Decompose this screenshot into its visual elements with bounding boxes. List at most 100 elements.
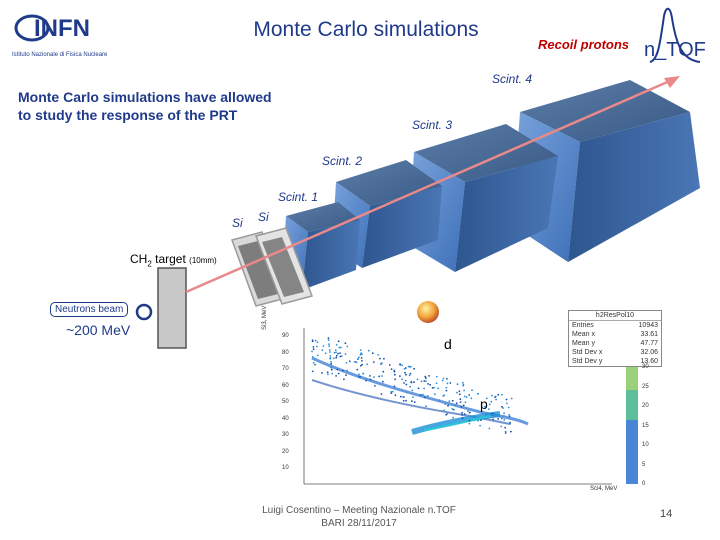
scatter-point [508, 414, 510, 416]
scatter-point [468, 419, 471, 422]
scatter-point [361, 360, 363, 362]
deuteron-band-label: d [444, 336, 452, 352]
scatter-point [401, 378, 403, 381]
scatter-point [327, 373, 329, 376]
scatter-point [408, 374, 411, 377]
scatter-point [328, 349, 331, 351]
scatter-point [390, 390, 393, 393]
scatter-point [359, 364, 362, 367]
scatter-point [443, 409, 445, 412]
ch2-target-label-sub: 2 [147, 259, 152, 269]
scatter-point [399, 363, 401, 365]
stats-row: Mean y 47.77 [569, 339, 661, 348]
scatter-point [488, 403, 491, 406]
proton-trajectory [185, 78, 673, 294]
scatter-point [431, 387, 434, 389]
scatter-point [330, 368, 333, 371]
ch2-target-size: (10mm) [189, 256, 217, 265]
scatter-point [335, 354, 338, 357]
scatter-point [445, 386, 448, 389]
colorbar-tick-label: 15 [642, 422, 649, 429]
scatter-point [459, 401, 462, 403]
scatter-ytick-label: 50 [282, 399, 289, 405]
scatter-point [483, 405, 486, 408]
stats-value: 32.06 [640, 349, 658, 356]
colorbar-tick-label: 20 [642, 403, 649, 409]
colorbar-tick-label: 0 [642, 481, 646, 487]
scatter-point [492, 415, 495, 417]
scatter-point [356, 358, 359, 361]
scatter-point [324, 352, 327, 355]
scatter-point [502, 407, 504, 409]
scatter-point [437, 387, 439, 390]
footer-line-1: Luigi Cosentino – Meeting Nazionale n.TO… [262, 505, 456, 516]
scatter-point [337, 372, 340, 375]
scatter-point [315, 345, 318, 348]
stats-key: Mean x [572, 331, 595, 338]
colorbar-tick-label: 25 [642, 383, 649, 390]
scatter-point [460, 406, 463, 408]
scatter-point [501, 393, 503, 396]
scatter-point [326, 371, 329, 374]
scatter-point [463, 389, 465, 392]
scatter-point [448, 400, 451, 402]
scatter-point [462, 404, 465, 407]
scatter-point [500, 417, 503, 420]
ch2-target-label-post: target [151, 252, 190, 266]
scatter-point [358, 373, 360, 376]
scatter-point [461, 411, 463, 414]
stats-row: Std Dev x 32.06 [569, 348, 661, 357]
scatter-point [404, 367, 407, 369]
stats-row: Std Dev y 13.60 [569, 357, 661, 366]
scatter-point [410, 400, 413, 403]
scatter-point [491, 412, 494, 415]
scatter-point [468, 394, 471, 396]
scatter-point [477, 419, 479, 422]
scatter-point [358, 356, 360, 359]
scatter-point [328, 345, 331, 347]
scatter-point [405, 399, 407, 402]
scatter-point [369, 375, 371, 377]
scatter-point [468, 411, 471, 414]
scatter-point [416, 378, 419, 381]
scatter-point [471, 389, 473, 392]
scatter-point [433, 386, 435, 389]
scatter-ylabel: Si3, MeV [262, 305, 268, 330]
scatter-point [360, 357, 363, 359]
scatter-point [312, 361, 315, 364]
scatter-point [328, 343, 330, 345]
scatter-point [321, 372, 323, 374]
slide-title: Monte Carlo simulations [253, 18, 479, 41]
scatter-point [510, 397, 513, 400]
scatter-point [312, 346, 315, 348]
scatter-point [311, 350, 313, 353]
scatter-point [354, 361, 356, 363]
scatter-point [467, 410, 469, 413]
scatter-point [327, 337, 330, 340]
scatter-point [413, 381, 415, 384]
scatter-point [449, 382, 452, 384]
scatter-point [497, 393, 500, 396]
colorbar-tick-label: 5 [642, 461, 646, 468]
scatter-point [340, 355, 343, 358]
scatter-point [446, 412, 449, 415]
scint-1-label: Scint. 1 [278, 190, 319, 204]
scatter-point [434, 393, 436, 396]
infn-logo-caption: Istituto Nazionale di Fisica Nucleare [12, 52, 108, 58]
scatter-point [391, 390, 394, 393]
scatter-point [321, 349, 324, 352]
scatter-point [413, 401, 416, 403]
scatter-point [424, 375, 427, 378]
scatter-point [487, 408, 490, 411]
scatter-point [504, 426, 507, 429]
proton-band-label: p [480, 396, 488, 412]
recoil-protons-label: Recoil protons [538, 37, 630, 52]
scatter-point [338, 346, 341, 349]
scatter-point [403, 382, 405, 384]
scatter-point [372, 361, 375, 363]
scatter-point [426, 395, 429, 397]
scatter-point [343, 378, 345, 381]
si-label-2: Si [258, 210, 269, 224]
scatter-point [399, 395, 402, 398]
neutrons-beam-label: Neutrons beam [50, 302, 129, 317]
